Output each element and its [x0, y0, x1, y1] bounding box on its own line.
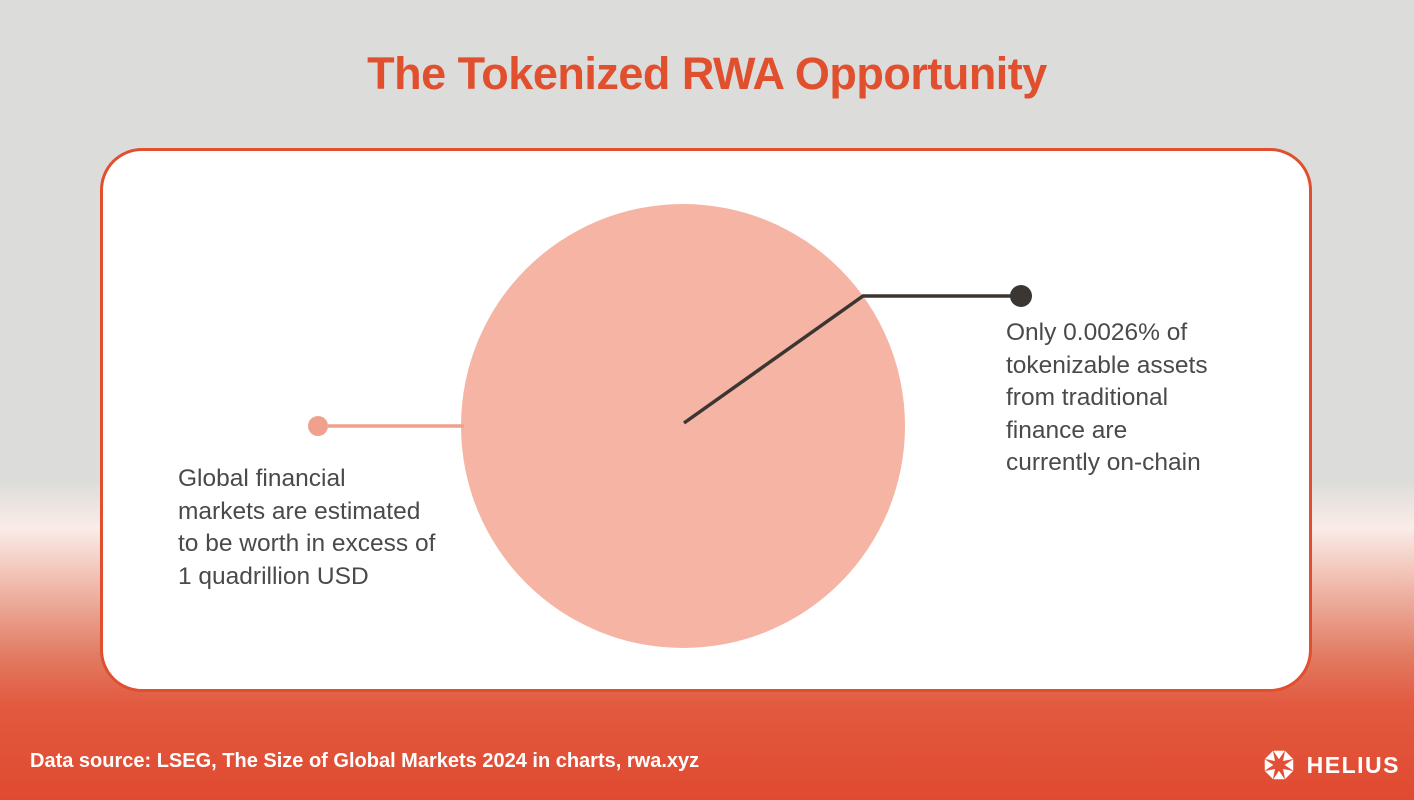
- helius-logo: HELIUS: [1260, 746, 1400, 784]
- right-callout-label: Only 0.0026% of tokenizable assets from …: [1006, 319, 1208, 477]
- left-callout-label: Global financial markets are estimated t…: [178, 465, 436, 590]
- pie-circle-global-markets: [461, 204, 905, 648]
- helius-wordmark: HELIUS: [1306, 751, 1400, 778]
- page-title: The Tokenized RWA Opportunity: [367, 48, 1047, 99]
- helius-starburst-icon: [1260, 746, 1298, 784]
- data-source-note: Data source: LSEG, The Size of Global Ma…: [30, 750, 700, 772]
